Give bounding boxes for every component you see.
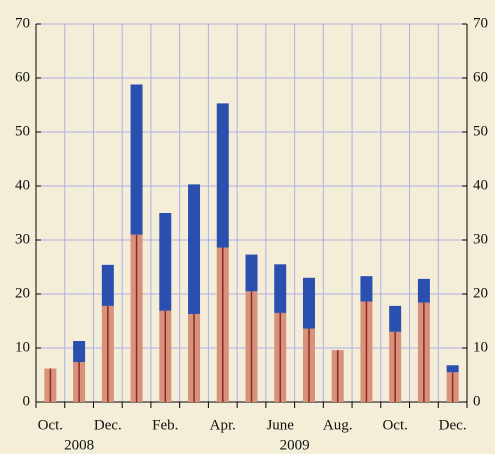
y2-tick-label: 10 (473, 339, 488, 355)
bar-segment (302, 277, 315, 329)
x-tick-label: Oct. (38, 417, 63, 433)
x-tick-label: Dec. (94, 417, 122, 433)
y2-tick-label: 50 (473, 123, 488, 139)
x-tick-label: Apr. (210, 417, 236, 433)
y-tick-label: 0 (23, 393, 31, 409)
y-tick-label: 30 (15, 231, 30, 247)
x-tick-label: Aug. (323, 417, 353, 433)
y2-tick-label: 60 (473, 69, 488, 85)
bar-segment (101, 264, 114, 306)
x-tick-label: Oct. (382, 417, 407, 433)
year-label: 2008 (64, 437, 94, 453)
y-tick-label: 50 (15, 123, 30, 139)
bar-segment (360, 276, 373, 302)
y-tick-label: 10 (15, 339, 30, 355)
y2-tick-label: 40 (473, 177, 488, 193)
y2-tick-label: 0 (473, 393, 481, 409)
x-tick-label: Dec. (439, 417, 467, 433)
y-tick-label: 70 (15, 15, 30, 31)
bar-segment (216, 103, 229, 248)
y-tick-label: 20 (15, 285, 30, 301)
bar-segment (446, 365, 459, 373)
bar-segment (159, 213, 172, 311)
y-tick-label: 60 (15, 69, 30, 85)
bar-segment (73, 340, 86, 363)
y2-tick-label: 20 (473, 285, 488, 301)
x-tick-label: June (266, 417, 294, 433)
year-label: 2009 (280, 437, 310, 453)
bar-segment (245, 254, 258, 292)
y2-tick-label: 70 (473, 15, 488, 31)
bar-segment (389, 305, 402, 332)
bar-segment (274, 264, 287, 313)
x-tick-label: Feb. (152, 417, 178, 433)
y-tick-label: 40 (15, 177, 30, 193)
y2-tick-label: 30 (473, 231, 488, 247)
bar-segment (188, 184, 201, 314)
bar-segment (130, 84, 143, 235)
bar-segment (417, 278, 430, 303)
